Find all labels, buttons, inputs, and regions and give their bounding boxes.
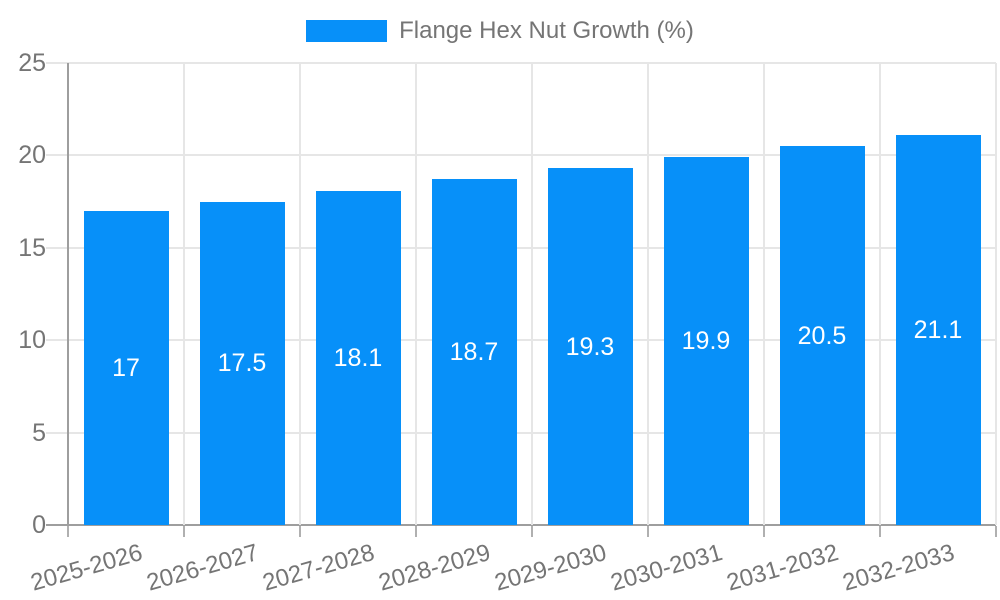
- v-gridline: [183, 63, 185, 525]
- bar[interactable]: [547, 168, 633, 525]
- legend[interactable]: Flange Hex Nut Growth (%): [0, 17, 1000, 45]
- bar[interactable]: [431, 179, 517, 525]
- x-tick-mark: [995, 526, 997, 537]
- y-tick-label: 5: [32, 418, 46, 447]
- x-tick-mark: [415, 526, 417, 537]
- x-axis-line: [46, 524, 996, 526]
- y-tick-label: 25: [18, 49, 46, 77]
- v-gridline: [531, 63, 533, 525]
- v-gridline: [879, 63, 881, 525]
- bar[interactable]: [315, 190, 401, 525]
- bar[interactable]: [779, 146, 865, 525]
- y-axis-line: [67, 63, 69, 527]
- y-tick-label: 10: [18, 326, 46, 355]
- bar[interactable]: [663, 157, 749, 525]
- v-gridline: [995, 63, 997, 525]
- legend-swatch: [306, 20, 388, 42]
- y-gridline: [46, 246, 996, 249]
- v-gridline: [299, 63, 301, 525]
- v-gridline: [415, 63, 417, 525]
- bar-value-label: 19.9: [681, 327, 731, 356]
- y-gridline: [46, 154, 996, 157]
- y-gridline: [46, 62, 996, 64]
- y-tick-label: 20: [18, 141, 46, 170]
- x-tick-mark: [879, 526, 881, 537]
- bar-value-label: 20.5: [797, 321, 847, 350]
- bar-value-label: 19.3: [565, 332, 615, 361]
- bar-value-label: 18.7: [449, 338, 499, 367]
- bar-value-label: 17: [112, 353, 140, 382]
- x-tick-mark: [183, 526, 185, 537]
- x-tick-mark: [763, 526, 765, 537]
- bar-value-label: 21.1: [913, 316, 963, 345]
- y-gridline: [46, 339, 996, 342]
- bar[interactable]: [83, 210, 169, 525]
- x-tick-mark: [531, 526, 533, 537]
- y-tick-label: 15: [18, 233, 46, 262]
- x-tick-mark: [647, 526, 649, 537]
- bar-value-label: 17.5: [217, 349, 267, 378]
- v-gridline: [763, 63, 765, 525]
- bar[interactable]: [895, 135, 981, 525]
- v-gridline: [647, 63, 649, 525]
- y-gridline: [46, 431, 996, 434]
- legend-label: Flange Hex Nut Growth (%): [399, 17, 694, 44]
- y-tick-label: 0: [32, 511, 46, 539]
- x-tick-mark: [299, 526, 301, 537]
- x-tick-mark: [67, 526, 69, 537]
- bar-value-label: 18.1: [333, 343, 383, 372]
- bar[interactable]: [199, 201, 285, 525]
